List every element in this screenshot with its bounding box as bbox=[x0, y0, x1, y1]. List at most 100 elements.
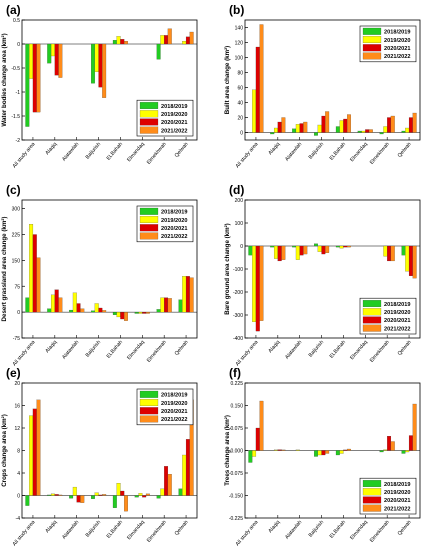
bar-all-study-area-2021-2022 bbox=[259, 400, 264, 451]
chart-panel-b: (b) 0 20 40 60 80 100 120 140 All study area Alaqi… bbox=[224, 3, 421, 169]
chart-panel-c: (c) -75 0 75 150 225 300 All study area Alaqiq Al… bbox=[1, 183, 198, 367]
legend-swatch-2020-2021 bbox=[139, 407, 159, 415]
bar-qelwah-2019-2020 bbox=[405, 245, 410, 272]
legend-label-2019-2020: 2019/2020 bbox=[384, 38, 410, 44]
y-tick-label: 80 bbox=[237, 71, 243, 77]
bar-alatawlah-2020-2021 bbox=[299, 123, 304, 133]
bar-alatawlah-2019-2020 bbox=[295, 124, 300, 133]
bar-elmekhwah-2020-2021 bbox=[164, 466, 169, 496]
bar-elmekhwah-2020-2021 bbox=[387, 117, 392, 133]
legend-swatch-2021-2022 bbox=[362, 324, 382, 332]
x-tick-label-elmandaq: Elmandaq bbox=[349, 519, 369, 541]
bar-baljurish-2021-2022 bbox=[325, 245, 330, 254]
bar-alaqiq-2020-2021 bbox=[277, 245, 282, 262]
bar-elmandaq-2018-2019 bbox=[134, 312, 139, 314]
bar-elmandaq-2021-2022 bbox=[145, 493, 150, 496]
y-axis-title: Desert grassland area change (km²) bbox=[1, 217, 8, 322]
y-tick-label: 0 bbox=[240, 244, 243, 250]
x-tick-label-elmandaq: Elmandaq bbox=[349, 339, 369, 361]
bar-qelwah-2018-2019 bbox=[178, 299, 183, 313]
y-tick-label: 40 bbox=[237, 101, 243, 107]
chart-panel-d: (d) -400 -300 -200 -100 0 100 200 All study area… bbox=[224, 183, 421, 367]
panel-label: (b) bbox=[229, 3, 244, 17]
bar-elmekhwah-2018-2019 bbox=[379, 132, 384, 135]
x-tick-label-all-study-area: All study area bbox=[12, 141, 37, 169]
y-tick-label: 16 bbox=[14, 404, 20, 410]
y-tick-label: -0.150 bbox=[229, 494, 243, 500]
bar-alaqiq-2021-2022 bbox=[281, 449, 286, 451]
y-tick-label: -1.5 bbox=[11, 114, 20, 120]
x-tick-label-all-study-area: All study area bbox=[235, 519, 260, 547]
legend: 2018/2019 2019/2020 2020/2021 2021/2022 bbox=[136, 205, 194, 243]
x-tick-label-alatawlah: Alatawlah bbox=[61, 519, 80, 540]
legend-label-2020-2021: 2020/2021 bbox=[384, 498, 410, 504]
x-tick-label-elbahah: ELBahah bbox=[329, 141, 347, 161]
bar-qelwah-2020-2021 bbox=[408, 245, 413, 276]
bar-elbahah-2021-2022 bbox=[124, 41, 128, 45]
x-tick-label-qelwah: Qelwah bbox=[174, 519, 190, 536]
bar-elmekhwah-2020-2021 bbox=[387, 245, 392, 262]
bar-elbahah-2018-2019 bbox=[112, 495, 117, 508]
y-tick-label: -0.225 bbox=[229, 516, 243, 522]
legend-label-2019-2020: 2019/2020 bbox=[384, 490, 410, 496]
bar-baljurish-2018-2019 bbox=[314, 132, 318, 136]
bar-all-study-area-2021-2022 bbox=[36, 399, 41, 496]
legend-swatch-2018-2019 bbox=[362, 27, 382, 35]
legend-swatch-2018-2019 bbox=[139, 207, 159, 215]
y-tick-label: 75 bbox=[14, 284, 20, 290]
bar-qelwah-2020-2021 bbox=[185, 36, 190, 45]
y-tick-label: 0.000 bbox=[230, 449, 243, 455]
bar-alatawlah-2019-2020 bbox=[72, 292, 77, 313]
legend-label-2018-2019: 2018/2019 bbox=[384, 302, 410, 308]
bar-elmandaq-2018-2019 bbox=[357, 130, 362, 133]
x-tick-label-alaqiq: Alaqiq bbox=[267, 141, 281, 156]
panel-label: (c) bbox=[6, 183, 21, 197]
y-tick-label: 0 bbox=[240, 131, 243, 137]
bar-alatawlah-2021-2022 bbox=[303, 121, 308, 133]
legend-swatch-2019-2020 bbox=[139, 399, 159, 407]
bar-all-study-area-2019-2020 bbox=[252, 450, 257, 457]
y-tick-label: -1 bbox=[16, 90, 21, 96]
legend-label-2020-2021: 2020/2021 bbox=[161, 409, 187, 415]
bar-elmekhwah-2021-2022 bbox=[167, 28, 172, 45]
bar-alaqiq-2019-2020 bbox=[273, 449, 278, 451]
bar-elmandaq-2019-2020 bbox=[138, 312, 143, 314]
bar-alaqiq-2020-2021 bbox=[277, 121, 282, 133]
x-tick-label-baljurish: Baljurish bbox=[85, 339, 102, 358]
legend-label-2020-2021: 2020/2021 bbox=[384, 46, 410, 52]
legend-swatch-2021-2022 bbox=[362, 504, 382, 512]
bar-alaqiq-2019-2020 bbox=[273, 245, 278, 259]
bar-elbahah-2021-2022 bbox=[124, 312, 128, 321]
bar-baljurish-2019-2020 bbox=[94, 303, 99, 313]
bar-alatawlah-2019-2020 bbox=[295, 449, 300, 451]
y-tick-label: 0.075 bbox=[230, 426, 243, 432]
bar-elbahah-2020-2021 bbox=[343, 118, 348, 133]
x-tick-label-alaqiq: Alaqiq bbox=[267, 339, 281, 354]
bar-baljurish-2018-2019 bbox=[314, 243, 318, 247]
x-tick-label-elbahah: ELBahah bbox=[106, 519, 124, 539]
x-tick-label-alaqiq: Alaqiq bbox=[44, 339, 58, 354]
bar-all-study-area-2019-2020 bbox=[29, 224, 34, 313]
bar-alatawlah-2021-2022 bbox=[80, 495, 85, 503]
bar-qelwah-2020-2021 bbox=[185, 439, 190, 496]
legend: 2018/2019 2019/2020 2020/2021 2021/2022 bbox=[359, 297, 417, 335]
bar-all-study-area-2020-2021 bbox=[32, 408, 37, 496]
bar-elmandaq-2020-2021 bbox=[142, 495, 147, 498]
y-tick-label: 120 bbox=[235, 41, 244, 47]
bar-elmekhwah-2019-2020 bbox=[383, 449, 388, 451]
bar-alatawlah-2021-2022 bbox=[80, 308, 85, 313]
y-tick-label: 4 bbox=[17, 471, 20, 477]
y-axis-title: Crops change area (km²) bbox=[1, 414, 8, 487]
bar-alaqiq-2020-2021 bbox=[54, 289, 59, 313]
bar-baljurish-2019-2020 bbox=[317, 245, 322, 252]
bar-elmekhwah-2018-2019 bbox=[156, 43, 161, 60]
legend-label-2018-2019: 2018/2019 bbox=[161, 393, 187, 399]
bar-alaqiq-2019-2020 bbox=[50, 43, 55, 57]
bar-qelwah-2020-2021 bbox=[408, 435, 413, 451]
legend-swatch-2020-2021 bbox=[362, 44, 382, 52]
bar-elbahah-2019-2020 bbox=[116, 312, 121, 318]
bar-elmandaq-2020-2021 bbox=[365, 129, 370, 133]
y-tick-label: -300 bbox=[233, 313, 243, 319]
y-tick-label: 12 bbox=[14, 426, 20, 432]
y-tick-label: 100 bbox=[235, 56, 244, 62]
